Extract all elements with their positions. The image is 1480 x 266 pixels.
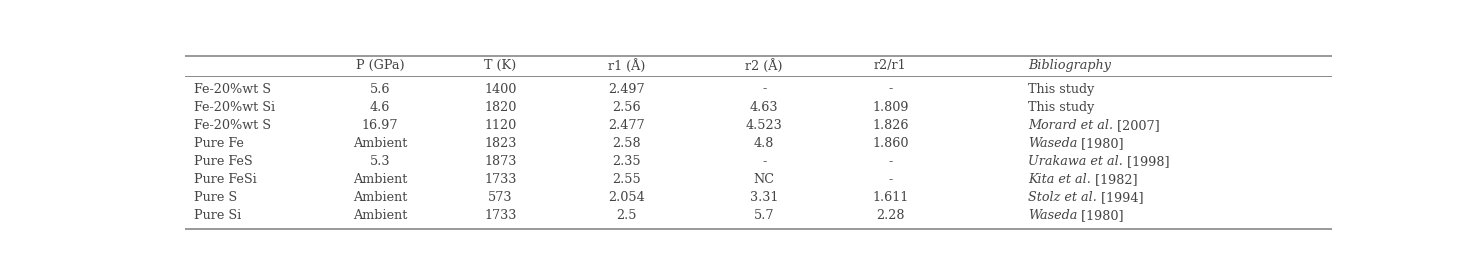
Text: 4.63: 4.63 <box>750 101 778 114</box>
Text: Urakawa et al.: Urakawa et al. <box>1029 155 1123 168</box>
Text: Pure S: Pure S <box>194 191 237 204</box>
Text: Ambient: Ambient <box>352 209 407 222</box>
Text: Ambient: Ambient <box>352 137 407 150</box>
Text: [1980]: [1980] <box>1077 137 1123 150</box>
Text: 1.611: 1.611 <box>872 191 909 204</box>
Text: [1980]: [1980] <box>1077 209 1123 222</box>
Text: 4.8: 4.8 <box>753 137 774 150</box>
Text: 2.55: 2.55 <box>613 173 641 186</box>
Text: 1120: 1120 <box>484 119 517 132</box>
Text: Kita et al.: Kita et al. <box>1029 173 1091 186</box>
Text: 4.523: 4.523 <box>746 119 783 132</box>
Text: [1982]: [1982] <box>1091 173 1138 186</box>
Text: Stolz et al.: Stolz et al. <box>1029 191 1097 204</box>
Text: 1.809: 1.809 <box>872 101 909 114</box>
Text: 573: 573 <box>488 191 512 204</box>
Text: 1733: 1733 <box>484 173 517 186</box>
Text: 2.497: 2.497 <box>608 83 645 95</box>
Text: Morard et al.: Morard et al. <box>1029 119 1113 132</box>
Text: This study: This study <box>1029 101 1094 114</box>
Text: Fe-20%wt S: Fe-20%wt S <box>194 83 271 95</box>
Text: -: - <box>888 155 892 168</box>
Text: 1873: 1873 <box>484 155 517 168</box>
Text: 2.56: 2.56 <box>613 101 641 114</box>
Text: 2.35: 2.35 <box>613 155 641 168</box>
Text: T (K): T (K) <box>484 59 517 72</box>
Text: 5.3: 5.3 <box>370 155 391 168</box>
Text: r1 (Å): r1 (Å) <box>608 59 645 73</box>
Text: Waseda: Waseda <box>1029 209 1077 222</box>
Text: P (GPa): P (GPa) <box>355 59 404 72</box>
Text: 1.860: 1.860 <box>872 137 909 150</box>
Text: Pure Si: Pure Si <box>194 209 241 222</box>
Text: [1998]: [1998] <box>1123 155 1169 168</box>
Text: 5.6: 5.6 <box>370 83 391 95</box>
Text: -: - <box>762 155 767 168</box>
Text: 16.97: 16.97 <box>361 119 398 132</box>
Text: Ambient: Ambient <box>352 191 407 204</box>
Text: 1733: 1733 <box>484 209 517 222</box>
Text: 3.31: 3.31 <box>750 191 778 204</box>
Text: [1994]: [1994] <box>1097 191 1144 204</box>
Text: Fe-20%wt S: Fe-20%wt S <box>194 119 271 132</box>
Text: Ambient: Ambient <box>352 173 407 186</box>
Text: NC: NC <box>753 173 774 186</box>
Text: 1820: 1820 <box>484 101 517 114</box>
Text: This study: This study <box>1029 83 1094 95</box>
Text: Waseda: Waseda <box>1029 137 1077 150</box>
Text: 2.58: 2.58 <box>613 137 641 150</box>
Text: Pure Fe: Pure Fe <box>194 137 244 150</box>
Text: r2 (Å): r2 (Å) <box>746 59 783 73</box>
Text: [2007]: [2007] <box>1113 119 1160 132</box>
Text: 4.6: 4.6 <box>370 101 391 114</box>
Text: 5.7: 5.7 <box>753 209 774 222</box>
Text: Fe-20%wt Si: Fe-20%wt Si <box>194 101 275 114</box>
Text: 2.054: 2.054 <box>608 191 645 204</box>
Text: 2.28: 2.28 <box>876 209 904 222</box>
Text: 1400: 1400 <box>484 83 517 95</box>
Text: Pure FeSi: Pure FeSi <box>194 173 258 186</box>
Text: Bibliography: Bibliography <box>1029 59 1111 72</box>
Text: Pure FeS: Pure FeS <box>194 155 253 168</box>
Text: 1.826: 1.826 <box>872 119 909 132</box>
Text: 1823: 1823 <box>484 137 517 150</box>
Text: -: - <box>888 83 892 95</box>
Text: 2.477: 2.477 <box>608 119 645 132</box>
Text: r2/r1: r2/r1 <box>875 59 907 72</box>
Text: -: - <box>888 173 892 186</box>
Text: -: - <box>762 83 767 95</box>
Text: 2.5: 2.5 <box>616 209 636 222</box>
